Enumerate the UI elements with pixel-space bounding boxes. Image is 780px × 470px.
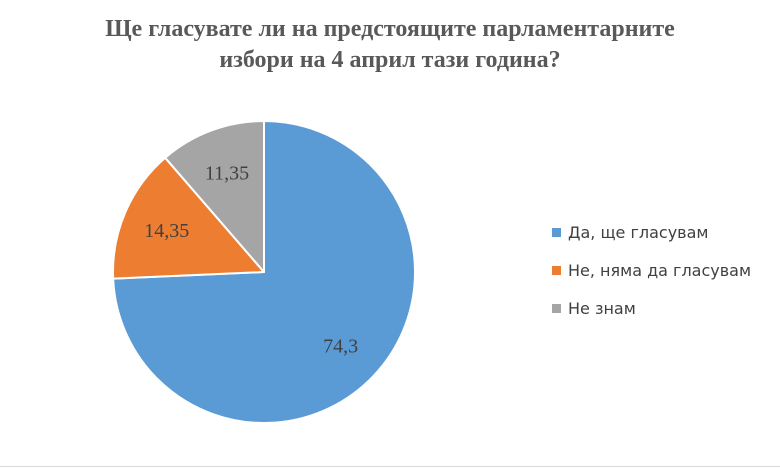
legend-label-no: Не, няма да гласувам xyxy=(568,260,752,280)
pie-label-dont-know: 11,35 xyxy=(205,163,249,185)
legend-label-yes: Да, ще гласувам xyxy=(568,222,709,242)
pie-label-no: 14,35 xyxy=(144,220,189,242)
legend-swatch-yes xyxy=(552,227,561,237)
legend: Да, ще гласувам Не, няма да гласувам Не … xyxy=(552,222,751,336)
chart-title-line-2: избори на 4 април тази година? xyxy=(219,47,561,73)
chart-title: Ще гласувате ли на предстоящите парламен… xyxy=(0,14,780,76)
legend-label-dont-know: Не знам xyxy=(568,298,636,318)
divider xyxy=(0,466,780,467)
chart-title-line-1: Ще гласувате ли на предстоящите парламен… xyxy=(105,16,675,42)
legend-swatch-dont-know xyxy=(552,303,561,313)
legend-item-no: Не, няма да гласувам xyxy=(552,260,751,280)
legend-swatch-no xyxy=(552,265,561,275)
pie-slice-no xyxy=(112,156,265,280)
pie-slice-dont-know xyxy=(164,120,265,273)
legend-item-dont-know: Не знам xyxy=(552,298,751,318)
pie-label-yes: 74,3 xyxy=(323,335,358,357)
legend-item-yes: Да, ще гласувам xyxy=(552,222,751,242)
